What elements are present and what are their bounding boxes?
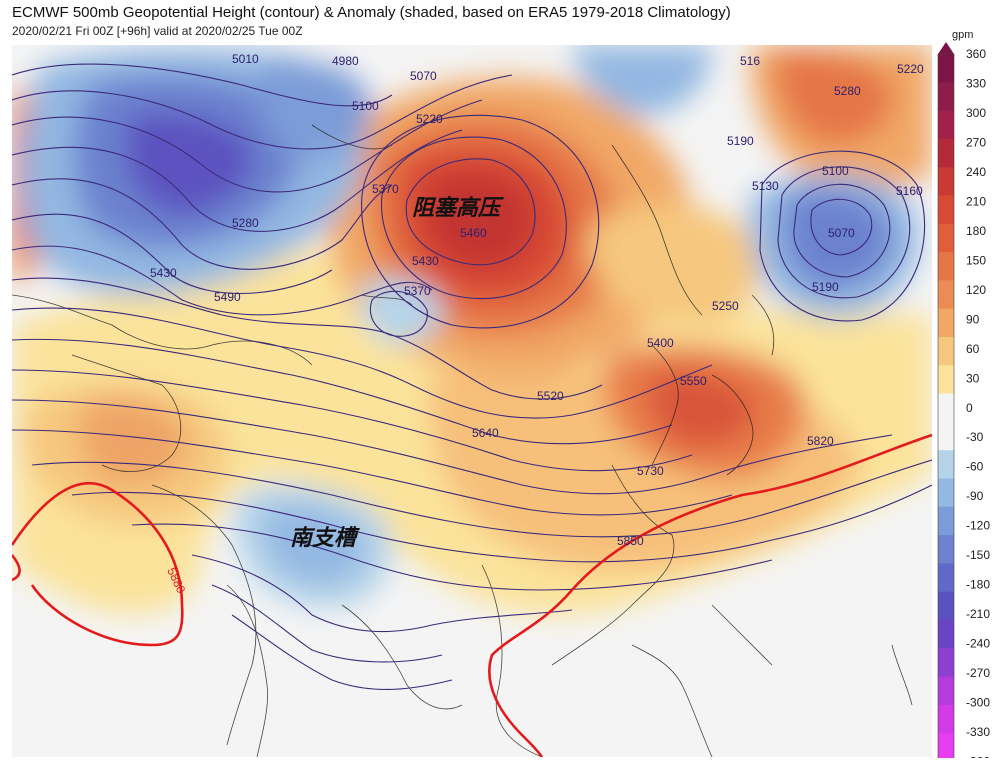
colorbar-tick-label: 0 (966, 401, 973, 415)
coastlines (12, 124, 913, 757)
contour-label: 5640 (472, 426, 499, 440)
colorbar-band (938, 676, 954, 706)
colorbar-band (938, 195, 954, 225)
contour-label: 5850 (617, 534, 644, 548)
colorbar-band (938, 450, 954, 479)
colorbar-band (938, 223, 954, 253)
colorbar-band (938, 506, 954, 536)
contour-label: 5400 (647, 336, 674, 350)
colorbar-tick-label: -120 (966, 519, 990, 533)
colorbar-band (938, 704, 954, 734)
contour-5880 (12, 433, 932, 757)
colorbar-top-arrow (938, 42, 954, 54)
contour-label: 5070 (828, 226, 855, 240)
chart-title: ECMWF 500mb Geopotential Height (contour… (12, 4, 731, 21)
contour-label: 5280 (834, 84, 861, 98)
colorbar-tick-label: -330 (966, 725, 990, 739)
colorbar-tick-label: 30 (966, 371, 980, 385)
colorbar-band (938, 167, 954, 196)
colorbar-band (938, 308, 954, 338)
contour-label: 5190 (727, 134, 754, 148)
colorbar-bands (937, 42, 955, 768)
contour-label: 5100 (352, 99, 379, 113)
contour-label: 5190 (812, 280, 839, 294)
blocking-high-label: 阻塞高压 (412, 195, 504, 221)
contour-label: 5460 (460, 226, 487, 240)
colorbar-band (938, 648, 954, 678)
colorbar-tick-label: 240 (966, 165, 986, 179)
colorbar-tick-label: 270 (966, 135, 986, 149)
contour-label: 5250 (712, 299, 739, 313)
contour-label: 5490 (214, 290, 241, 304)
contour-label: 5100 (822, 164, 849, 178)
colorbar-tick-label: 360 (966, 47, 986, 61)
contour-label: 5550 (680, 374, 707, 388)
colorbar-band (938, 393, 954, 423)
colorbar-band (938, 138, 954, 168)
weather-map: 5010 4980 5070 5100 5220 516 5280 5220 5… (12, 45, 932, 757)
colorbar-tick-label: 60 (966, 342, 980, 356)
colorbar-band (938, 54, 954, 83)
colorbar-band (938, 421, 954, 451)
colorbar-tick-label: 150 (966, 253, 986, 267)
colorbar-band (938, 478, 954, 508)
colorbar-tick-label: -30 (966, 430, 984, 444)
south-branch-trough-label: 南支槽 (290, 526, 360, 551)
contour-label: 5820 (807, 434, 834, 448)
contour-label: 5730 (637, 464, 664, 478)
contour-label: 516 (740, 54, 760, 68)
colorbar-band (938, 82, 954, 112)
colorbar-tick-label: 210 (966, 194, 986, 208)
colorbar-tick-label: -150 (966, 548, 990, 562)
colorbar-tick-label: -270 (966, 666, 990, 680)
colorbar-band (938, 110, 954, 140)
anomaly-shading (12, 45, 932, 616)
contour-label: 5430 (412, 254, 439, 268)
height-contours (12, 63, 932, 690)
contour-label: 5430 (150, 266, 177, 280)
contour-label: 5010 (232, 52, 259, 66)
colorbar-tick-label: -60 (966, 460, 984, 474)
colorbar-band (938, 365, 954, 395)
colorbar-tick-label: 300 (966, 106, 986, 120)
colorbar-tick-label: -180 (966, 578, 990, 592)
colorbar-tick-label: -210 (966, 607, 990, 621)
contour-label: 5220 (897, 62, 924, 76)
contour-label: 5130 (752, 179, 779, 193)
colorbar-tick-label: -240 (966, 637, 990, 651)
contour-label: 5520 (537, 389, 564, 403)
colorbar-band (938, 535, 954, 564)
colorbar-band (938, 280, 954, 310)
colorbar-unit: gpm (952, 29, 973, 41)
contour-label: 5160 (896, 184, 923, 198)
colorbar-band (938, 337, 954, 366)
contour-label: 5220 (416, 112, 443, 126)
colorbar-band (938, 591, 954, 621)
contour-label: 4980 (332, 54, 359, 68)
colorbar-tick-label: -90 (966, 489, 984, 503)
colorbar-tick-label: 120 (966, 283, 986, 297)
colorbar: gpm 360 330 300 270 240 210 180 150 120 90 60 30 0 -3… (932, 28, 1008, 768)
colorbar-ticks: 3603303002702402101801501209060300-30-60… (966, 47, 990, 768)
contour-label: 5370 (372, 182, 399, 196)
colorbar-band (938, 563, 954, 593)
colorbar-band (938, 733, 954, 762)
colorbar-tick-label: 330 (966, 76, 986, 90)
colorbar-band (938, 620, 954, 649)
colorbar-tick-label: -300 (966, 696, 990, 710)
contour-label: 5280 (232, 216, 259, 230)
chart-subtitle: 2020/02/21 Fri 00Z [+96h] valid at 2020/… (12, 24, 303, 38)
colorbar-tick-label: 180 (966, 224, 986, 238)
contour-label: 5070 (410, 69, 437, 83)
colorbar-tick-label: -360 (966, 755, 990, 759)
colorbar-tick-label: 90 (966, 312, 980, 326)
colorbar-band (938, 252, 954, 281)
contour-label: 5370 (404, 284, 431, 298)
